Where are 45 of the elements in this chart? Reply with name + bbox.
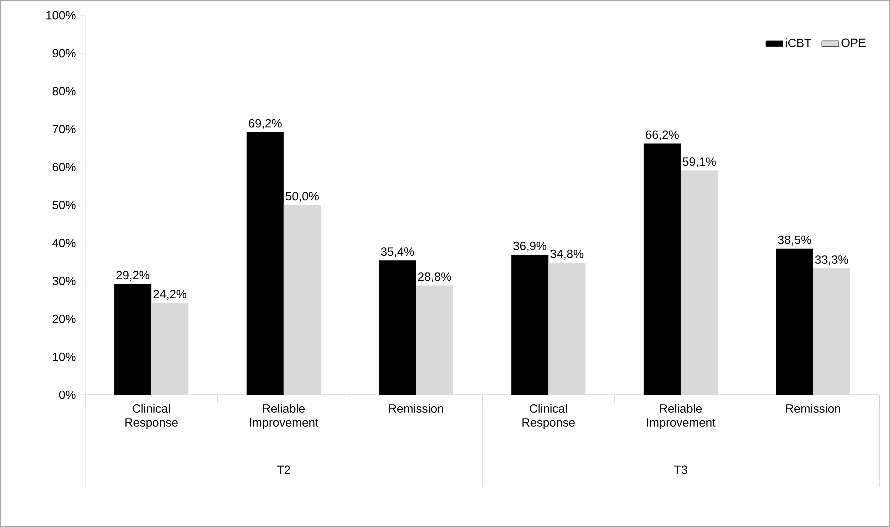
bar xyxy=(284,205,321,395)
x-tick-label: Reliable Improvement xyxy=(647,404,716,430)
data-label: 50,0% xyxy=(286,192,319,202)
data-label: 29,2% xyxy=(116,270,150,281)
bar xyxy=(644,144,681,395)
legend-label: OPE xyxy=(842,38,866,48)
data-label: 36,9% xyxy=(514,242,547,252)
bar xyxy=(776,248,814,395)
bar xyxy=(548,262,586,395)
bar xyxy=(512,254,549,395)
bar xyxy=(246,132,284,395)
data-label: 28,8% xyxy=(418,272,452,282)
x-tick-label: Reliable Improvement xyxy=(250,404,319,430)
y-tick-label: 0% xyxy=(59,390,76,400)
data-label: 69,2% xyxy=(249,119,282,129)
y-tick-label: 60% xyxy=(52,162,76,172)
x-tick-label: Clinical Response xyxy=(126,404,178,430)
y-tick-label: 20% xyxy=(52,314,76,324)
x-tick-label: Remission xyxy=(786,404,840,413)
text: T3 xyxy=(674,466,688,474)
y-tick-label: 90% xyxy=(52,49,76,58)
y-tick-label: 50% xyxy=(52,200,76,210)
x-tick-label: Remission xyxy=(389,404,444,413)
y-tick-label: 30% xyxy=(52,276,76,286)
y-tick-label: 70% xyxy=(52,124,76,134)
data-label: 66,2% xyxy=(646,130,679,140)
bar xyxy=(114,284,152,395)
data-label: 35,4% xyxy=(381,247,414,258)
text: T2 xyxy=(277,466,290,474)
y-tick-label: 80% xyxy=(52,86,76,96)
data-label: 33,3% xyxy=(815,255,848,266)
bar xyxy=(379,260,416,395)
x-tick-label: Clinical Response xyxy=(522,404,575,430)
data-label: 38,5% xyxy=(778,236,812,246)
y-tick-label: 10% xyxy=(53,352,76,362)
bar xyxy=(416,286,454,395)
y-tick-label: 40% xyxy=(52,238,76,248)
legend-label: iCBT xyxy=(786,38,812,48)
data-label: 34,8% xyxy=(550,250,584,260)
data-label: 59,1% xyxy=(683,157,716,168)
y-tick-label: 100% xyxy=(46,11,76,20)
data-label: 24,2% xyxy=(154,290,187,300)
bar xyxy=(813,268,850,395)
bar xyxy=(680,170,718,395)
bar xyxy=(152,302,189,395)
